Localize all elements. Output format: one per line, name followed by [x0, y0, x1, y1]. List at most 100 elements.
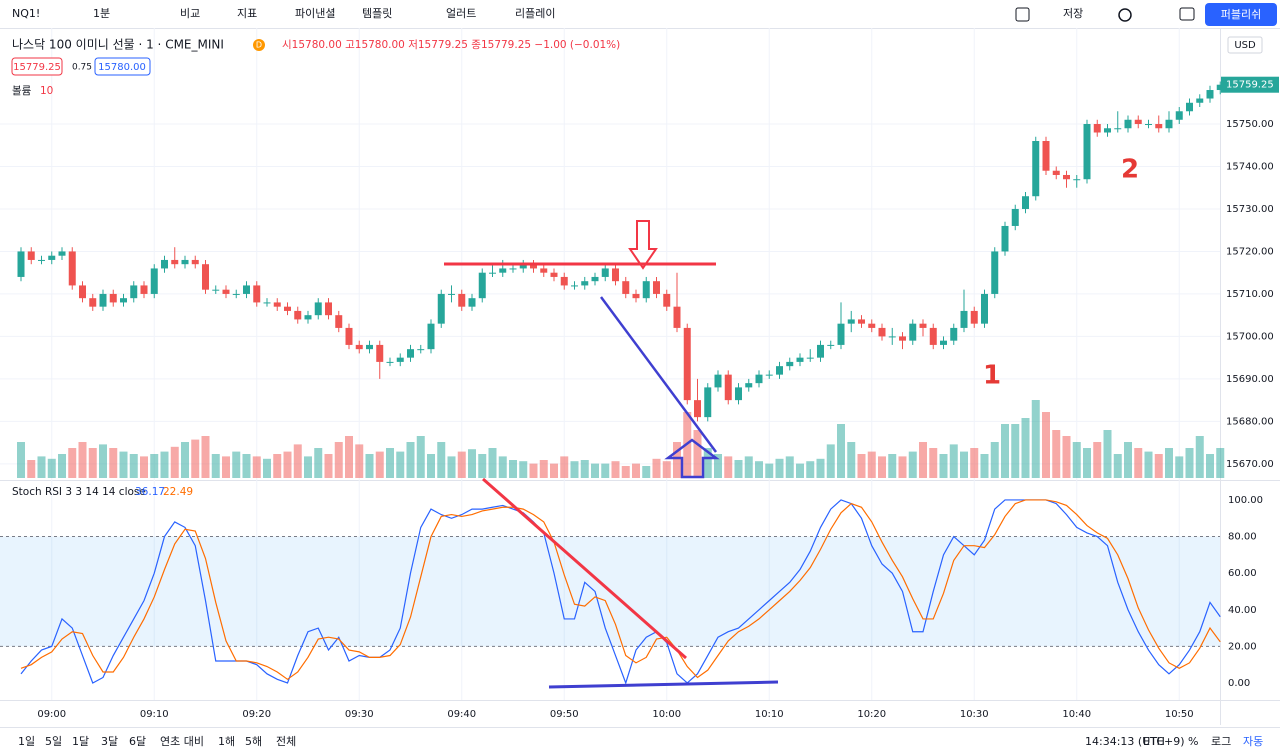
session[interactable]: ETH: [1143, 735, 1165, 748]
ask-box[interactable]: [94, 57, 151, 76]
volume-bar: [314, 448, 323, 478]
badge: D: [256, 41, 262, 50]
currency-box[interactable]: [1227, 36, 1263, 54]
range-button[interactable]: 연초 대비: [160, 735, 204, 748]
toolbar-button[interactable]: 지표: [237, 7, 257, 20]
range-button[interactable]: 1달: [72, 735, 89, 748]
candle-body: [58, 251, 66, 256]
range-button[interactable]: 6달: [129, 735, 146, 748]
save[interactable]: 저장: [1063, 7, 1083, 20]
candle-body: [1175, 111, 1183, 120]
snapshot-icon[interactable]: [1179, 7, 1195, 21]
candle-body: [519, 264, 527, 269]
x-tick-label: 09:00: [37, 709, 66, 720]
range-button[interactable]: 3달: [101, 735, 118, 748]
annotation: 2: [1121, 155, 1139, 185]
volume-bar: [1144, 451, 1153, 478]
x-tick-label: 10:20: [857, 709, 886, 720]
publish-button[interactable]: [1205, 3, 1277, 26]
candle-body: [1165, 119, 1173, 129]
range-button[interactable]: 1해: [218, 734, 235, 748]
stoch-title: Stoch RSI 3 3 14 14 close: [12, 486, 146, 498]
stoch-k-value: 36.17: [135, 486, 165, 498]
candle-body: [632, 293, 640, 299]
symbol[interactable]: NQ1!: [12, 7, 40, 20]
x-tick-label: 10:30: [960, 709, 989, 720]
candle-body: [355, 344, 363, 350]
drawings: [444, 220, 779, 689]
currency[interactable]: USD: [1234, 40, 1256, 51]
x-tick-label: 10:50: [1165, 709, 1194, 720]
candle-body: [386, 361, 394, 363]
symbol-title: 나스닥 100 이미니 선물 · 1 · CME_MINI: [12, 38, 224, 52]
candle-body: [571, 285, 578, 287]
volume-bar: [837, 424, 845, 478]
candle-body: [909, 323, 917, 341]
settings-icon[interactable]: [1118, 8, 1132, 22]
volume-bar: [1134, 448, 1143, 478]
y-tick-label: 100.00: [1228, 495, 1263, 506]
candle-body: [960, 310, 968, 328]
volume-bar: [632, 463, 640, 478]
ask[interactable]: 15780.00: [98, 62, 146, 73]
candle-body: [765, 374, 773, 376]
candle-body: [448, 293, 455, 295]
volume-bar: [355, 444, 364, 478]
range-button[interactable]: 1일: [18, 734, 35, 748]
percent[interactable]: %: [1188, 735, 1198, 748]
volume-bar: [785, 456, 794, 478]
candle-body: [437, 293, 445, 324]
layout-icon[interactable]: [1015, 7, 1030, 22]
y-tick-label: 40.00: [1228, 605, 1257, 616]
candle-body: [704, 387, 712, 418]
candle-body: [714, 374, 722, 388]
volume-bar: [1165, 448, 1173, 478]
candle-body: [673, 306, 681, 328]
toolbar-button[interactable]: 비교: [180, 7, 200, 20]
candle-body: [560, 276, 568, 286]
volume-bar: [970, 448, 979, 478]
range-button[interactable]: 5해: [245, 734, 262, 748]
x-tick-label: 09:20: [242, 709, 271, 720]
stoch-line: [20, 499, 1221, 685]
volume-bar: [570, 461, 579, 478]
volume-bar: [416, 436, 425, 478]
volume-bar: [263, 458, 271, 478]
range-button[interactable]: 전체: [276, 735, 296, 748]
volume-bar: [437, 442, 446, 478]
toolbar-button[interactable]: 얼러트: [446, 6, 476, 20]
candle-body: [817, 344, 824, 358]
auto[interactable]: 자동: [1243, 735, 1263, 748]
candle-body: [899, 336, 906, 341]
candle-body: [1042, 141, 1050, 171]
volume-bar: [662, 461, 671, 478]
stoch-d-value: 22.49: [163, 486, 193, 498]
candle-body: [130, 285, 138, 299]
down-arrow: [628, 220, 658, 270]
interval[interactable]: 1분: [93, 7, 110, 20]
candle-body: [1145, 124, 1152, 126]
volume-bar: [796, 463, 804, 478]
volume-bar: [252, 456, 261, 478]
candle-body: [1114, 128, 1122, 130]
bid-box[interactable]: [11, 57, 63, 76]
publish-label[interactable]: 퍼블리쉬: [1221, 8, 1261, 21]
range-button[interactable]: 5일: [45, 734, 62, 748]
toolbar-button[interactable]: 템플릿: [362, 7, 392, 20]
candle-body: [735, 387, 742, 401]
bid[interactable]: 15779.25: [13, 62, 61, 73]
candle-body: [837, 323, 845, 345]
volume-bar: [58, 454, 66, 478]
candle-body: [325, 302, 332, 316]
volume-bar: [1206, 454, 1214, 478]
candle-body: [827, 344, 835, 346]
log[interactable]: 로그: [1211, 735, 1231, 748]
y-tick-label: 0.00: [1228, 678, 1250, 689]
candle-body: [1073, 179, 1081, 181]
toolbar-button[interactable]: 파이낸셜: [295, 7, 335, 20]
last-price: 15759.25: [1226, 80, 1274, 91]
volume-bar: [457, 451, 466, 478]
badge-circle: [253, 39, 265, 51]
toolbar-button[interactable]: 리플레이: [515, 7, 555, 20]
